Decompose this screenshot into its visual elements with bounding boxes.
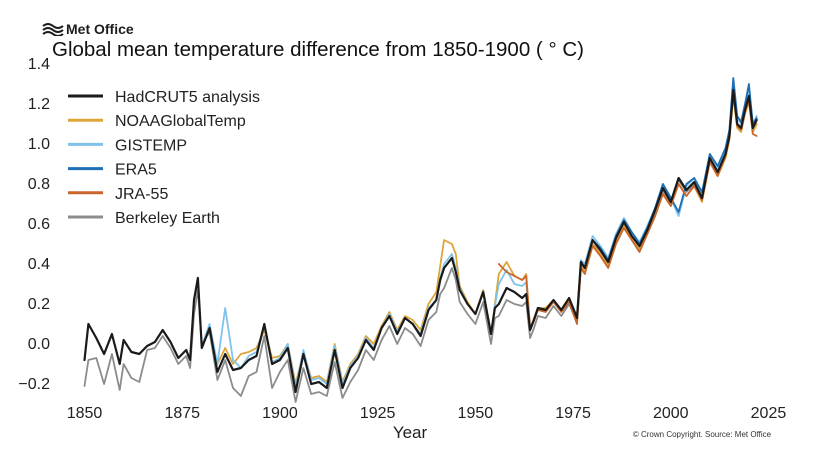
legend-label: NOAAGlobalTemp <box>115 113 246 130</box>
y-tick-label: 0.6 <box>28 216 50 233</box>
x-tick-label: 2025 <box>751 405 787 422</box>
legend-label: ERA5 <box>115 162 157 179</box>
series-line-era5 <box>591 77 758 261</box>
series-line-hadcrut5-analysis <box>83 88 758 394</box>
legend: HadCRUT5 analysis NOAAGlobalTemp GISTEMP ER… <box>68 89 260 227</box>
y-tick-label: 0.0 <box>28 336 50 353</box>
x-tick-label: 2000 <box>653 405 689 422</box>
x-tick-label: 1850 <box>67 405 103 422</box>
series-line-noaaglobaltemp <box>216 95 758 385</box>
x-tick-label: 1875 <box>164 405 200 422</box>
y-tick-label: 1.0 <box>28 136 50 153</box>
x-tick-label: 1950 <box>458 405 494 422</box>
y-tick-label: 0.8 <box>28 176 50 193</box>
series-line-gistemp <box>200 81 758 389</box>
y-tick-label: 0.2 <box>28 296 50 313</box>
x-axis-ticks: 1850 1875 1900 1925 1950 1975 2000 2025 <box>67 405 787 422</box>
y-axis-ticks: −0.2 0.0 0.2 0.4 0.6 0.8 1.0 1.2 1.4 <box>18 56 50 393</box>
brand-name: Met Office <box>66 21 134 37</box>
chart-title: Global mean temperature difference from … <box>52 38 584 61</box>
met-office-logo-icon <box>42 23 64 36</box>
y-tick-label: 1.2 <box>28 96 50 113</box>
y-tick-label: 0.4 <box>28 256 50 273</box>
legend-label: JRA-55 <box>115 186 168 203</box>
legend-label: GISTEMP <box>115 137 187 154</box>
y-tick-label: −0.2 <box>18 376 50 393</box>
series-layer <box>83 77 758 403</box>
source-credit: © Crown Copyright. Source: Met Office <box>633 430 772 439</box>
x-axis-label: Year <box>393 423 428 442</box>
series-line-jra-55 <box>497 91 758 331</box>
x-tick-label: 1975 <box>555 405 591 422</box>
x-tick-label: 1925 <box>360 405 396 422</box>
legend-label: Berkeley Earth <box>115 210 220 227</box>
y-tick-label: 1.4 <box>28 56 50 73</box>
legend-label: HadCRUT5 analysis <box>115 89 260 106</box>
x-tick-label: 1900 <box>262 405 298 422</box>
